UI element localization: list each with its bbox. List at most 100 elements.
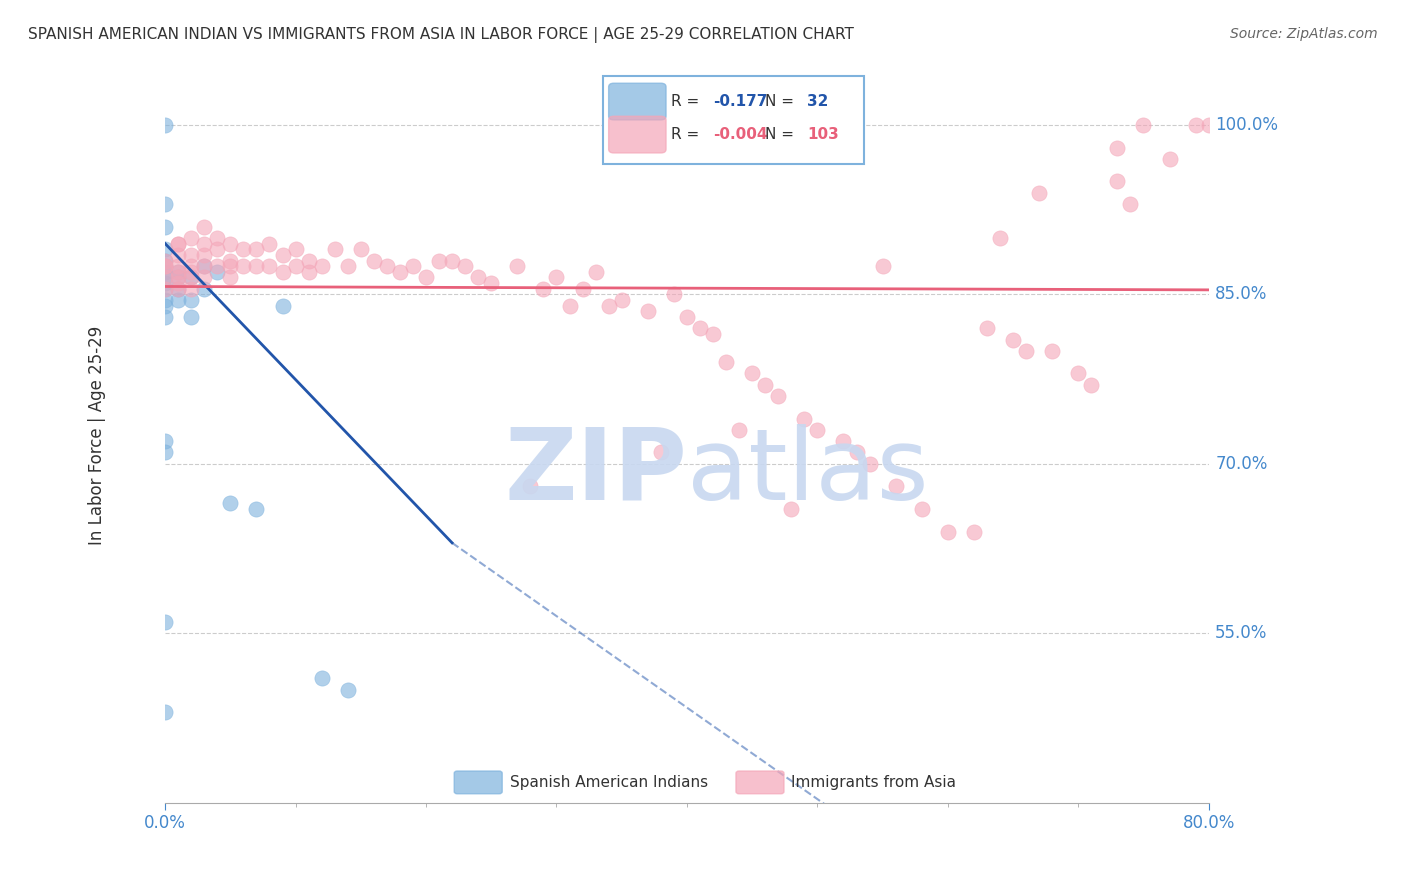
Point xyxy=(441,253,464,268)
Text: 100.0%: 100.0% xyxy=(1215,116,1278,134)
Point xyxy=(754,377,776,392)
Point xyxy=(167,259,190,273)
Point xyxy=(884,479,907,493)
Point xyxy=(454,259,477,273)
Point xyxy=(872,259,894,273)
Text: 103: 103 xyxy=(807,127,839,142)
Point xyxy=(245,502,267,516)
Point xyxy=(793,411,815,425)
FancyBboxPatch shape xyxy=(609,116,666,153)
Point xyxy=(728,423,751,437)
Text: Spanish American Indians: Spanish American Indians xyxy=(509,775,707,790)
Point xyxy=(1119,197,1142,211)
Point xyxy=(298,265,321,279)
Point xyxy=(546,270,568,285)
Point xyxy=(284,259,307,273)
Point xyxy=(232,242,254,256)
Point xyxy=(676,310,699,324)
Point xyxy=(153,270,176,285)
Point xyxy=(167,265,190,279)
Point xyxy=(662,287,685,301)
Point xyxy=(153,445,176,459)
Point xyxy=(153,259,176,273)
Point xyxy=(153,434,176,449)
Text: ZIP: ZIP xyxy=(503,424,688,521)
Text: Immigrants from Asia: Immigrants from Asia xyxy=(792,775,956,790)
Point xyxy=(207,265,229,279)
Point xyxy=(180,259,202,273)
Point xyxy=(427,253,450,268)
Text: -0.177: -0.177 xyxy=(713,94,768,109)
Point xyxy=(153,242,176,256)
Point xyxy=(637,304,659,318)
Point xyxy=(585,265,607,279)
Point xyxy=(768,389,790,403)
Point xyxy=(298,253,321,268)
Text: 70.0%: 70.0% xyxy=(1215,455,1268,473)
Point xyxy=(193,259,215,273)
Point xyxy=(219,236,242,251)
Point xyxy=(193,219,215,234)
Point xyxy=(311,259,333,273)
Point xyxy=(180,231,202,245)
Point xyxy=(180,265,202,279)
Point xyxy=(219,270,242,285)
Point xyxy=(167,293,190,307)
Point xyxy=(284,242,307,256)
Point xyxy=(219,253,242,268)
Point xyxy=(271,248,294,262)
Point xyxy=(153,270,176,285)
Point xyxy=(245,242,267,256)
Point xyxy=(167,236,190,251)
Point xyxy=(167,265,190,279)
Point xyxy=(1107,174,1129,188)
Point xyxy=(1002,333,1025,347)
Point xyxy=(232,259,254,273)
Point xyxy=(780,502,803,516)
Point xyxy=(153,310,176,324)
Text: SPANISH AMERICAN INDIAN VS IMMIGRANTS FROM ASIA IN LABOR FORCE | AGE 25-29 CORRE: SPANISH AMERICAN INDIAN VS IMMIGRANTS FR… xyxy=(28,27,853,43)
Point xyxy=(153,705,176,719)
Point xyxy=(153,299,176,313)
Point xyxy=(259,259,281,273)
Point xyxy=(311,672,333,686)
Point xyxy=(271,265,294,279)
Text: 85.0%: 85.0% xyxy=(1215,285,1268,303)
Point xyxy=(245,259,267,273)
Point xyxy=(336,682,359,697)
Point xyxy=(167,282,190,296)
Point xyxy=(479,276,502,290)
Point xyxy=(976,321,998,335)
Point xyxy=(153,276,176,290)
Text: atlas: atlas xyxy=(688,424,928,521)
Text: 32: 32 xyxy=(807,94,828,109)
Point xyxy=(845,445,868,459)
Point xyxy=(167,270,190,285)
Point xyxy=(702,326,724,341)
Point xyxy=(1107,140,1129,154)
Point xyxy=(180,310,202,324)
Point xyxy=(153,282,176,296)
Text: In Labor Force | Age 25-29: In Labor Force | Age 25-29 xyxy=(89,326,107,545)
Point xyxy=(167,282,190,296)
Text: R =: R = xyxy=(671,94,700,109)
Point xyxy=(1040,343,1063,358)
Point xyxy=(323,242,346,256)
Point xyxy=(1015,343,1038,358)
Point xyxy=(558,299,581,313)
Point xyxy=(598,299,620,313)
Point xyxy=(858,457,880,471)
FancyBboxPatch shape xyxy=(609,83,666,120)
Point xyxy=(388,265,411,279)
Point xyxy=(153,259,176,273)
Point xyxy=(988,231,1011,245)
Point xyxy=(207,242,229,256)
Point xyxy=(336,259,359,273)
Point xyxy=(650,445,672,459)
Point xyxy=(153,219,176,234)
Point xyxy=(193,236,215,251)
Point xyxy=(219,496,242,510)
Point xyxy=(911,502,934,516)
Point xyxy=(832,434,855,449)
Text: N =: N = xyxy=(765,94,794,109)
